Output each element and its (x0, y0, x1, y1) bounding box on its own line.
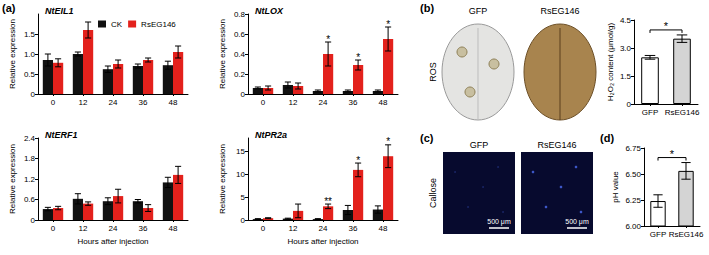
svg-text:Relative expression: Relative expression (218, 144, 227, 214)
svg-text:Relative expression: Relative expression (8, 144, 17, 214)
svg-text:*: * (356, 52, 360, 63)
svg-text:12: 12 (79, 98, 88, 107)
svg-text:48: 48 (379, 224, 388, 233)
svg-text:H₂O₂ content (μmol/g): H₂O₂ content (μmol/g) (606, 22, 615, 101)
svg-text:RsEG146: RsEG146 (665, 108, 700, 117)
svg-text:0: 0 (241, 216, 246, 225)
svg-text:NtLOX: NtLOX (255, 6, 284, 16)
svg-text:24: 24 (319, 98, 328, 107)
svg-text:(b): (b) (420, 2, 434, 14)
svg-text:0: 0 (261, 98, 266, 107)
svg-text:(d): (d) (600, 132, 614, 144)
svg-text:1.5: 1.5 (620, 72, 632, 81)
svg-text:NtERF1: NtERF1 (45, 130, 78, 140)
svg-text:CK: CK (111, 20, 123, 29)
svg-text:0.8: 0.8 (234, 10, 246, 19)
svg-text:1.5: 1.5 (24, 30, 36, 39)
svg-text:24: 24 (109, 224, 118, 233)
svg-text:**: ** (324, 196, 332, 207)
svg-text:0.6: 0.6 (24, 195, 36, 204)
svg-text:12: 12 (289, 224, 298, 233)
svg-text:Hours after injection: Hours after injection (77, 237, 148, 246)
svg-text:2.4: 2.4 (24, 134, 36, 143)
svg-text:36: 36 (139, 98, 148, 107)
svg-text:12: 12 (79, 224, 88, 233)
svg-text:0: 0 (31, 216, 36, 225)
svg-text:0.4: 0.4 (234, 50, 246, 59)
svg-text:RsEG146: RsEG146 (669, 230, 704, 239)
svg-text:15: 15 (236, 147, 245, 156)
svg-text:ROS: ROS (428, 62, 438, 82)
svg-text:pH value: pH value (611, 171, 620, 203)
svg-text:3.0: 3.0 (620, 44, 632, 53)
svg-text:NtEIL1: NtEIL1 (45, 6, 74, 16)
svg-text:36: 36 (349, 224, 358, 233)
svg-text:12: 12 (289, 98, 298, 107)
svg-text:4.5: 4.5 (620, 16, 632, 25)
svg-text:RsEG146: RsEG146 (141, 20, 176, 29)
svg-text:0: 0 (261, 224, 266, 233)
svg-text:*: * (386, 136, 390, 147)
svg-text:24: 24 (109, 98, 118, 107)
svg-text:0: 0 (51, 224, 56, 233)
svg-text:0: 0 (51, 98, 56, 107)
svg-text:6.25: 6.25 (625, 196, 641, 205)
svg-text:36: 36 (139, 224, 148, 233)
svg-text:6.75: 6.75 (625, 144, 641, 153)
svg-text:48: 48 (169, 224, 178, 233)
svg-text:GFP: GFP (470, 140, 489, 150)
svg-text:0.6: 0.6 (234, 30, 246, 39)
svg-text:Relative expression: Relative expression (8, 19, 17, 89)
svg-text:500 μm: 500 μm (565, 218, 589, 226)
svg-text:24: 24 (319, 224, 328, 233)
svg-text:*: * (386, 19, 390, 30)
svg-text:1.8: 1.8 (24, 154, 36, 163)
svg-text:0: 0 (241, 90, 246, 99)
svg-text:Hours after injection: Hours after injection (287, 237, 358, 246)
svg-text:NtPR2a: NtPR2a (255, 130, 287, 140)
svg-text:*: * (664, 20, 669, 32)
svg-text:*: * (356, 155, 360, 166)
svg-text:36: 36 (349, 98, 358, 107)
svg-text:Relative expression: Relative expression (218, 19, 227, 89)
svg-text:GFP: GFP (650, 230, 666, 239)
svg-text:48: 48 (169, 98, 178, 107)
svg-text:5: 5 (241, 193, 246, 202)
svg-text:(c): (c) (420, 132, 434, 144)
svg-text:GFP: GFP (469, 6, 488, 16)
svg-text:10: 10 (236, 170, 245, 179)
svg-text:(a): (a) (2, 2, 16, 14)
svg-text:*: * (670, 148, 675, 160)
svg-text:RsEG146: RsEG146 (537, 140, 576, 150)
svg-text:RsEG146: RsEG146 (540, 6, 579, 16)
svg-text:1.0: 1.0 (24, 50, 36, 59)
svg-text:0.2: 0.2 (234, 70, 246, 79)
svg-text:0: 0 (31, 90, 36, 99)
svg-text:0.5: 0.5 (24, 70, 36, 79)
svg-text:6.00: 6.00 (625, 222, 641, 231)
svg-text:6.50: 6.50 (625, 170, 641, 179)
svg-text:*: * (326, 34, 330, 45)
svg-text:500 μm: 500 μm (487, 218, 511, 226)
svg-text:1.2: 1.2 (24, 175, 36, 184)
svg-text:GFP: GFP (642, 108, 658, 117)
svg-text:0: 0 (627, 100, 632, 109)
svg-text:48: 48 (379, 98, 388, 107)
svg-text:Callose: Callose (428, 178, 438, 208)
